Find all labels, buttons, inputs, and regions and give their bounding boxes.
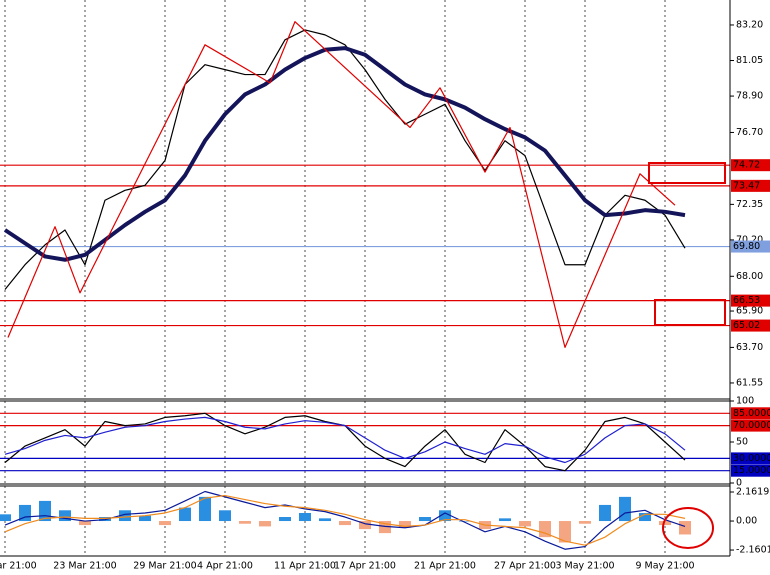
histogram-bar <box>319 518 331 522</box>
x-tick-label: 21 Apr 21:00 <box>414 561 476 572</box>
histogram-bar <box>679 521 691 535</box>
series-line <box>4 494 686 546</box>
annotation-box <box>648 162 726 184</box>
x-tick-label: 9 May 21:00 <box>635 561 694 572</box>
histogram-bar <box>579 521 591 524</box>
series-line <box>4 29 686 290</box>
histogram-bar <box>599 504 611 522</box>
histogram-bar <box>339 521 351 526</box>
histogram-bar <box>519 521 531 527</box>
level-tag <box>731 419 770 432</box>
level-label: 69.80 <box>733 241 760 252</box>
histogram-bar <box>119 510 131 522</box>
x-tick-label: 4 Apr 21:00 <box>197 561 253 572</box>
annotation-box <box>654 299 726 326</box>
histogram-bar <box>559 521 571 543</box>
y-tick-label: 83.20 <box>736 19 763 30</box>
histogram-bar <box>299 512 311 522</box>
level-tag <box>731 240 770 253</box>
histogram-bar <box>659 521 671 526</box>
y-tick-label: 78.90 <box>736 91 763 102</box>
histogram-bar <box>539 521 551 538</box>
histogram-bar <box>79 521 91 526</box>
histogram-bar <box>199 496 211 522</box>
histogram-bar <box>639 512 651 522</box>
x-tick-label: 17 Mar 21:00 <box>0 561 37 572</box>
histogram-bar <box>139 515 151 522</box>
histogram-bar <box>419 517 431 522</box>
level-label: 85.0000 <box>733 408 770 419</box>
annotation-ellipse <box>662 507 714 549</box>
histogram-bar <box>499 518 511 522</box>
y-tick-label: 70.20 <box>736 234 763 245</box>
series-line <box>7 21 676 349</box>
level-tag <box>731 452 770 465</box>
histogram-bar <box>159 521 171 526</box>
histogram-bar <box>179 507 191 522</box>
level-label: 30.0000 <box>733 453 770 464</box>
y-tick-label: 61.55 <box>736 377 763 388</box>
histogram-bar <box>99 517 111 522</box>
level-tag <box>731 464 770 477</box>
histogram-bar <box>459 521 471 522</box>
y-tick-label: 76.70 <box>736 127 763 138</box>
histogram-bar <box>439 510 451 522</box>
y-tick-label: 68.00 <box>736 271 763 282</box>
y-tick-label: 50 <box>736 437 748 448</box>
histogram-bar <box>59 510 71 522</box>
histogram-bar <box>279 517 291 522</box>
y-tick-label: 72.35 <box>736 199 763 210</box>
x-tick-label: 17 Apr 21:00 <box>334 561 396 572</box>
histogram-bar <box>239 521 251 524</box>
histogram-bar <box>219 510 231 522</box>
level-tag <box>731 159 770 172</box>
level-tag <box>731 179 770 192</box>
x-tick-label: 3 May 21:00 <box>555 561 614 572</box>
level-tag <box>731 319 770 332</box>
series-line <box>4 490 686 550</box>
histogram-bar <box>619 496 631 522</box>
x-tick-label: 11 Apr 21:00 <box>274 561 336 572</box>
y-tick-label: 65.90 <box>736 306 763 317</box>
panel <box>0 412 730 472</box>
histogram-bar <box>399 521 411 528</box>
y-tick-label: 0.00 <box>736 516 757 527</box>
y-tick-label: -2.1601 <box>736 545 770 556</box>
series-line <box>4 416 686 464</box>
x-tick-label: 29 Mar 21:00 <box>133 561 196 572</box>
histogram-bar <box>259 521 271 527</box>
level-label: 65.02 <box>733 320 760 331</box>
histogram-bar <box>0 514 11 522</box>
y-tick-label: 2.1619 <box>736 487 769 498</box>
level-label: 15.0000 <box>733 465 770 476</box>
x-tick-label: 27 Apr 21:00 <box>494 561 556 572</box>
panel <box>0 490 691 550</box>
series-line <box>3 46 686 262</box>
panel <box>0 21 730 349</box>
level-label: 70.0000 <box>733 420 770 431</box>
histogram-bar <box>359 521 371 530</box>
x-tick-label: 23 Mar 21:00 <box>53 561 116 572</box>
y-tick-label: 81.05 <box>736 55 763 66</box>
level-label: 74.72 <box>733 160 760 171</box>
y-tick-label: 100 <box>736 396 754 407</box>
level-tag <box>731 407 770 420</box>
level-label: 73.47 <box>733 180 760 191</box>
level-label: 66.53 <box>733 295 760 306</box>
level-tag <box>731 294 770 307</box>
y-tick-label: 63.70 <box>736 342 763 353</box>
y-tick-label: 0 <box>736 478 742 489</box>
